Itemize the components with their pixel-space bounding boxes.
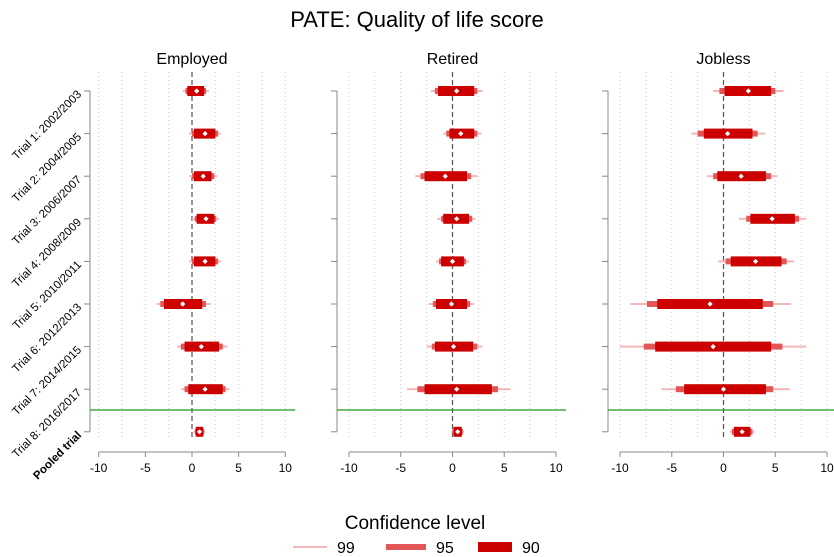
x-tick-label: 5 (501, 461, 508, 475)
estimate-row (620, 341, 807, 352)
point-estimate (738, 173, 744, 179)
estimate-row (428, 299, 475, 309)
chart-title: PATE: Quality of life score (290, 7, 544, 32)
x-tick-label: -5 (140, 461, 151, 475)
legend-swatch-99 (293, 546, 327, 548)
point-estimate (203, 216, 209, 222)
x-tick-label: -10 (611, 461, 629, 475)
estimate-row (189, 171, 218, 182)
x-tick-label: -5 (395, 461, 406, 475)
estimate-row (443, 128, 482, 139)
estimate-row (426, 341, 483, 352)
x-tick-label: 0 (449, 461, 456, 475)
point-estimate (196, 429, 203, 435)
x-tick-label: 10 (820, 461, 834, 475)
point-estimate (454, 88, 460, 94)
x-tick-label: -10 (90, 461, 108, 475)
estimate-row (451, 426, 464, 437)
point-estimate (202, 386, 208, 392)
x-tick-label: 5 (772, 461, 779, 475)
legend-label: 99 (337, 540, 355, 557)
point-estimate (442, 173, 448, 179)
panel-title: Retired (427, 51, 479, 68)
point-estimate (200, 173, 206, 179)
estimate-row (661, 384, 790, 395)
legend-label: 95 (436, 540, 454, 557)
point-estimate (458, 131, 464, 137)
estimate-row (691, 128, 765, 139)
legend-swatch-90 (478, 542, 512, 552)
panel-title: Jobless (696, 51, 750, 68)
row-label: Trial 1: 2002/2003 (10, 89, 84, 163)
estimate-row (180, 384, 230, 395)
point-estimate (454, 216, 460, 222)
x-tick-label: 10 (549, 461, 563, 475)
x-tick-label: -10 (340, 461, 358, 475)
x-tick-label: 10 (279, 461, 293, 475)
panel-retired: Retired -10 -5 0 5 10 (331, 51, 566, 475)
panel-employed: Employed -10 -5 0 5 10 (84, 51, 295, 475)
estimate-row (182, 86, 209, 96)
x-tick-label: -5 (666, 461, 677, 475)
point-estimate (707, 301, 713, 307)
point-estimate (710, 344, 716, 350)
legend-title: Confidence level (345, 513, 485, 534)
estimate-row (718, 256, 794, 267)
legend-swatch-95 (386, 544, 426, 550)
panel-jobless: Jobless -10 -5 0 5 10 (602, 51, 834, 475)
point-estimate (194, 88, 200, 94)
point-estimate (450, 344, 457, 350)
point-estimate (739, 429, 745, 435)
estimate-row (189, 128, 221, 139)
point-estimate (180, 301, 186, 307)
estimate-row (706, 171, 778, 182)
legend: Confidence level 99 95 90 (293, 513, 540, 557)
estimate-row (430, 86, 483, 96)
point-estimate (448, 301, 455, 307)
x-tick-label: 0 (720, 461, 727, 475)
point-estimate (745, 88, 751, 94)
estimate-row (192, 213, 220, 224)
estimate-row (713, 86, 784, 96)
x-tick-label: 0 (189, 461, 196, 475)
estimate-row (729, 426, 755, 437)
legend-label: 90 (522, 540, 540, 557)
point-estimate (455, 429, 461, 435)
point-estimate (449, 258, 456, 264)
point-estimate (202, 258, 208, 264)
point-estimate (720, 386, 727, 392)
estimate-row (435, 256, 470, 267)
estimate-row (156, 299, 211, 309)
estimate-row (177, 341, 228, 352)
point-estimate (725, 131, 731, 137)
estimate-row (189, 256, 221, 267)
estimate-row (739, 213, 807, 224)
point-estimate (198, 344, 204, 350)
estimate-row (415, 171, 478, 182)
x-tick-label: 5 (235, 461, 242, 475)
panel-title: Employed (156, 51, 227, 68)
point-estimate (454, 386, 460, 392)
point-estimate (752, 258, 759, 264)
estimate-row (436, 213, 476, 224)
estimate-row (406, 384, 511, 395)
estimate-row (630, 299, 791, 309)
point-estimate (769, 216, 775, 222)
estimate-row (193, 426, 206, 437)
point-estimate (202, 131, 208, 137)
